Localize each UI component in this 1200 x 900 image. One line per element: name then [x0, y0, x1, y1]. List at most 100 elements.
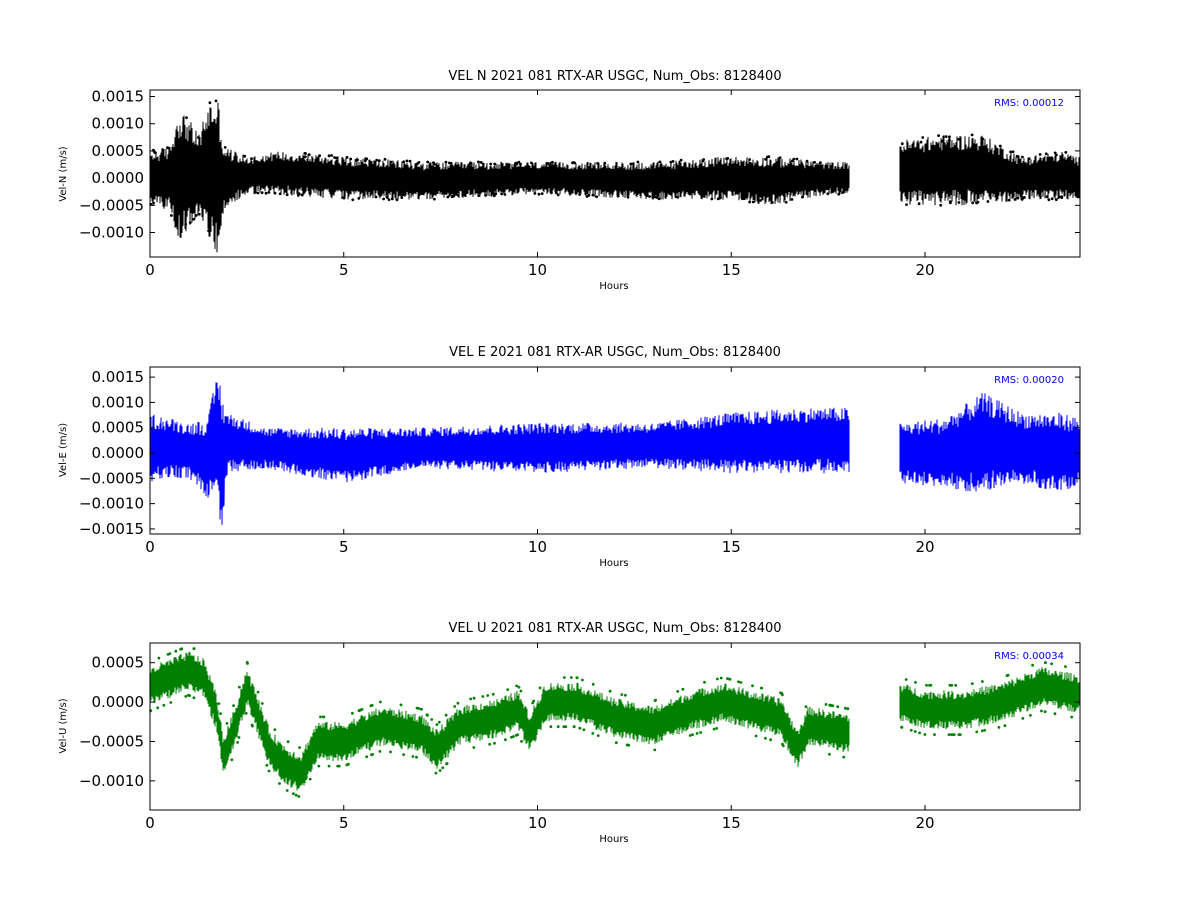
panel-vel-n-point	[335, 156, 338, 160]
panel-vel-u-point	[162, 703, 166, 707]
panel-vel-n-point	[184, 222, 188, 226]
panel-vel-n-point	[578, 193, 581, 196]
panel-vel-u-point	[614, 741, 618, 745]
panel-vel-u-point	[286, 740, 290, 744]
panel-vel-u-title: VEL U 2021 081 RTX-AR USGC, Num_Obs: 812…	[448, 621, 781, 636]
panel-vel-u-point	[703, 680, 706, 684]
panel-vel-u-ytick-label: 0.0000	[92, 693, 145, 711]
panel-vel-n-point	[530, 161, 533, 165]
panel-vel-u-point	[515, 684, 518, 688]
panel-vel-n-point	[792, 157, 796, 161]
panel-vel-u-point	[438, 769, 442, 772]
panel-vel-n-point	[795, 157, 799, 161]
panel-vel-n-point	[196, 136, 200, 139]
panel-vel-e-ticks: 0 5 10 15 20 −0.0015 −0.0010 −0.0005 0.0000 0.000…	[79, 367, 1080, 556]
panel-vel-u-point	[981, 680, 984, 683]
panel-vel-n-ytick-label: 0.0010	[92, 115, 145, 133]
panel-vel-n-point	[364, 157, 367, 161]
panel-vel-u-point	[192, 647, 196, 650]
panel-vel-u-point	[519, 689, 523, 693]
panel-vel-n-point	[330, 154, 333, 157]
panel-vel-e: VEL E 2021 081 RTX-AR USGC, Num_Obs: 812…	[58, 345, 1081, 569]
panel-vel-u-point	[156, 706, 160, 710]
panel-vel-u-point	[378, 750, 382, 753]
panel-vel-n-point	[1027, 157, 1031, 161]
panel-vel-u-point	[169, 701, 173, 704]
panel-vel-u-point	[267, 769, 271, 773]
panel-vel-u-point	[1040, 709, 1043, 713]
panel-vel-n-point	[636, 160, 640, 164]
panel-vel-u-point	[699, 731, 702, 734]
panel-vel-u-point	[265, 763, 269, 767]
panel-vel-e-xlabel: Hours	[599, 558, 628, 569]
panel-vel-u-point	[336, 764, 340, 768]
panel-vel-n-point	[278, 192, 282, 196]
panel-vel-u-point	[624, 693, 627, 697]
panel-vel-u-xtick-label: 5	[339, 814, 349, 832]
panel-vel-u-point	[399, 703, 403, 707]
panel-vel-u-ticks: 0 5 10 15 20 −0.0010 −0.0005 0.0000 0.0005	[79, 643, 1080, 832]
panel-vel-n-point	[400, 196, 404, 200]
panel-vel-u-point	[365, 755, 369, 759]
panel-vel-u-point	[232, 704, 236, 707]
panel-vel-u-point	[260, 702, 264, 705]
panel-vel-n-point	[1057, 195, 1061, 199]
panel-vel-n-point	[208, 101, 212, 105]
panel-vel-u-point	[578, 726, 582, 730]
panel-vel-n-point	[273, 191, 277, 195]
panel-vel-u-point	[950, 683, 954, 687]
panel-vel-u-point	[317, 764, 321, 768]
panel-vel-u-point	[278, 782, 281, 785]
panel-vel-u-point	[681, 687, 685, 691]
panel-vel-u-point	[549, 725, 553, 729]
panel-vel-u-point	[1044, 661, 1047, 664]
panel-vel-u-point	[957, 733, 961, 736]
panel-vel-u-xlabel: Hours	[599, 834, 628, 845]
panel-vel-u-point	[914, 681, 917, 684]
panel-vel-u-point	[719, 676, 723, 680]
panel-vel-n-point	[551, 160, 554, 164]
panel-vel-n-point	[1038, 153, 1042, 156]
panel-vel-n-point	[948, 135, 951, 139]
panel-vel-n-point	[819, 161, 822, 165]
panel-vel-u-point	[564, 725, 568, 729]
panel-vel-u-point	[954, 683, 958, 687]
panel-vel-u-point	[420, 707, 423, 711]
panel-vel-n-point	[304, 152, 307, 155]
panel-vel-n-frame	[149, 89, 1081, 258]
panel-vel-n-point	[679, 158, 683, 162]
panel-vel-u-point	[563, 676, 566, 679]
panel-vel-n-point	[250, 157, 253, 161]
panel-vel-n-point	[917, 202, 921, 206]
panel-vel-e-title: VEL E 2021 081 RTX-AR USGC, Num_Obs: 812…	[449, 345, 781, 360]
panel-vel-u-xtick-label: 0	[145, 814, 155, 832]
panel-vel-u-point	[1003, 724, 1007, 728]
panel-vel-n-point	[256, 191, 260, 195]
panel-vel-u-point	[760, 686, 763, 690]
panel-vel-u-point	[435, 723, 439, 726]
panel-vel-n-point	[981, 137, 985, 141]
panel-vel-n-point	[417, 161, 421, 164]
panel-vel-n-point	[1076, 195, 1080, 199]
panel-vel-u-point	[219, 712, 222, 715]
panel-vel-u-point	[591, 682, 595, 686]
panel-vel-n-point	[939, 203, 943, 207]
panel-vel-n-point	[710, 197, 714, 201]
panel-vel-n-point	[444, 160, 448, 164]
panel-vel-u-point	[918, 731, 921, 735]
panel-vel-n-point	[900, 142, 904, 146]
panel-vel-u-point	[751, 684, 754, 688]
panel-vel-n-point	[377, 159, 381, 163]
panel-vel-u-point	[308, 777, 312, 781]
panel-vel-u-point	[437, 720, 441, 724]
panel-vel-u-point	[904, 678, 908, 681]
panel-vel-n-point	[726, 157, 730, 160]
panel-vel-e-ytick-label: −0.0005	[79, 469, 144, 487]
panel-vel-n-point	[152, 201, 155, 205]
panel-vel-u-point	[929, 683, 933, 687]
panel-vel-n-point	[554, 191, 558, 195]
panel-vel-n-point	[153, 151, 157, 154]
panel-vel-u-xtick-label: 20	[915, 814, 934, 832]
panel-vel-n-ticks: 0 5 10 15 20 −0.0010 −0.0005 0.0000 0.0005 0.0010…	[79, 88, 1080, 279]
